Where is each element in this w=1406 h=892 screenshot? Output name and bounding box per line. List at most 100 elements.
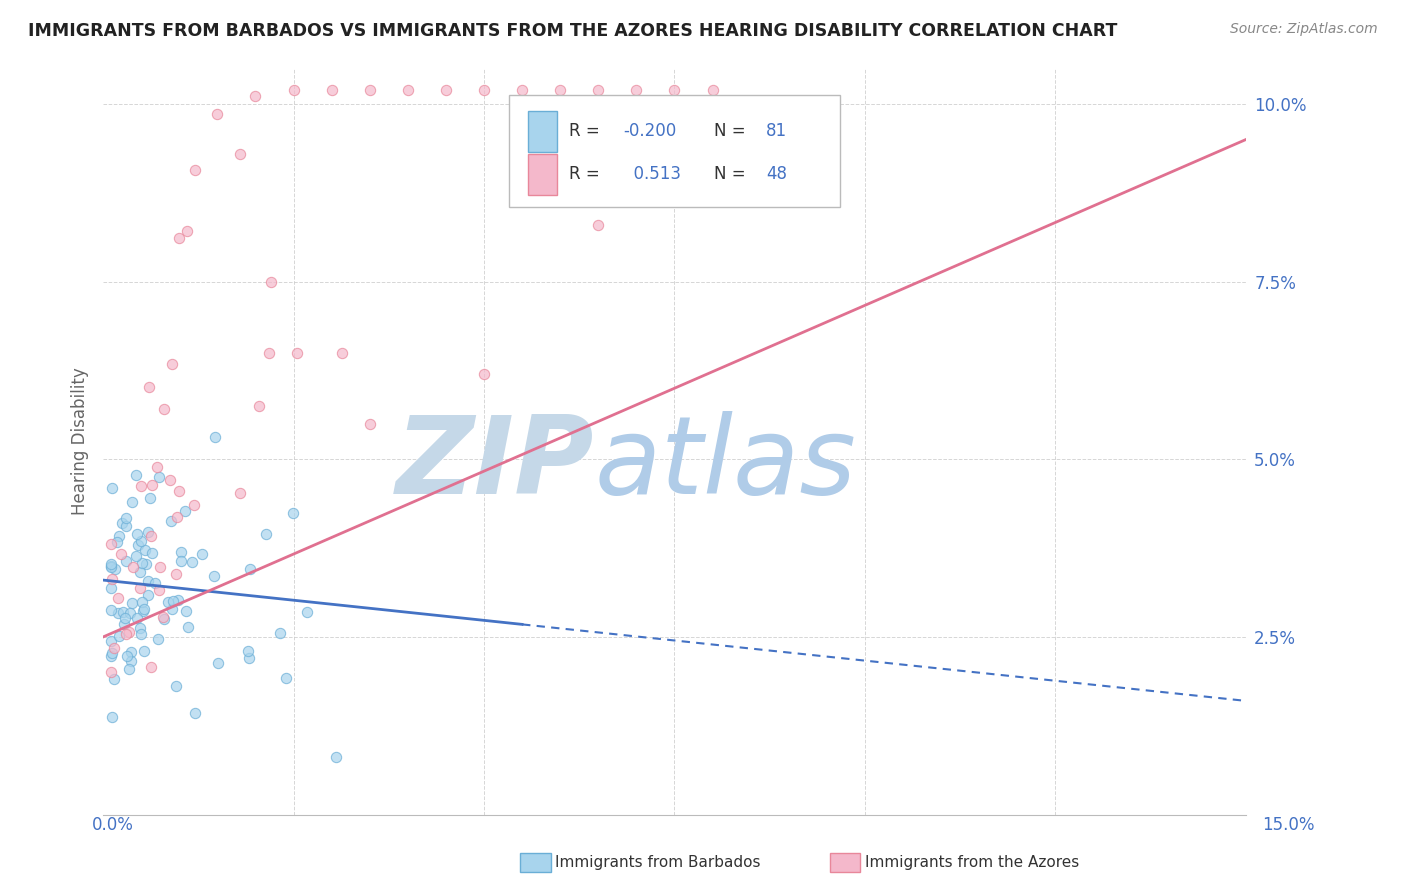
Point — [184, 706, 207, 720]
Point — [125, 467, 148, 482]
Point — [153, 402, 176, 417]
Point — [100, 603, 122, 617]
Point — [285, 345, 308, 359]
Point — [141, 529, 163, 543]
Point — [176, 224, 198, 238]
Point — [121, 596, 143, 610]
Point — [148, 582, 170, 597]
Point — [177, 620, 200, 634]
Point — [125, 611, 148, 625]
Text: -0.200: -0.200 — [623, 122, 676, 140]
Point — [136, 588, 159, 602]
Point — [107, 606, 129, 620]
Point — [104, 562, 127, 576]
Point — [472, 367, 495, 381]
Text: 81: 81 — [766, 122, 787, 140]
Point — [134, 543, 156, 558]
Point — [121, 560, 143, 574]
Point — [162, 593, 184, 607]
FancyBboxPatch shape — [529, 111, 557, 152]
Point — [238, 651, 260, 665]
Point — [131, 603, 153, 617]
Point — [120, 654, 142, 668]
Point — [204, 430, 226, 444]
Point — [129, 626, 152, 640]
Point — [128, 566, 150, 580]
Point — [588, 218, 610, 232]
Point — [138, 525, 160, 540]
Point — [191, 548, 214, 562]
Point — [100, 537, 122, 551]
Point — [664, 83, 686, 97]
FancyBboxPatch shape — [509, 95, 841, 207]
Text: Immigrants from the Azores: Immigrants from the Azores — [865, 855, 1078, 870]
Point — [321, 83, 343, 97]
Point — [111, 605, 134, 619]
Point — [260, 275, 283, 289]
Point — [239, 562, 262, 576]
Point — [101, 646, 124, 660]
Text: 0.0%: 0.0% — [91, 816, 134, 834]
Point — [115, 554, 138, 568]
Point — [162, 601, 184, 615]
Point — [128, 621, 150, 635]
Point — [702, 83, 724, 97]
FancyBboxPatch shape — [529, 154, 557, 195]
Point — [103, 673, 125, 687]
Text: 48: 48 — [766, 165, 787, 184]
Text: R =: R = — [569, 122, 606, 140]
Point — [141, 660, 163, 674]
Point — [108, 529, 131, 543]
Point — [159, 515, 181, 529]
Point — [257, 345, 280, 359]
Point — [472, 83, 495, 97]
Point — [626, 83, 648, 97]
Point — [136, 574, 159, 589]
Point — [510, 83, 533, 97]
Point — [101, 710, 124, 724]
Point — [170, 545, 193, 559]
Point — [183, 162, 205, 177]
Point — [160, 357, 183, 371]
Point — [229, 146, 252, 161]
Point — [157, 595, 180, 609]
Point — [100, 648, 122, 663]
Point — [588, 83, 610, 97]
Point — [129, 479, 152, 493]
Point — [121, 494, 143, 508]
Point — [108, 629, 131, 643]
Point — [100, 560, 122, 574]
Point — [146, 460, 169, 475]
Point — [181, 555, 204, 569]
Point — [132, 602, 155, 616]
Point — [124, 549, 146, 563]
Point — [254, 526, 277, 541]
Point — [146, 632, 169, 646]
Point — [100, 557, 122, 571]
Point — [159, 473, 181, 487]
Point — [115, 627, 138, 641]
Point — [245, 89, 267, 103]
Point — [359, 83, 381, 97]
Point — [169, 484, 191, 499]
Point — [228, 486, 250, 500]
Text: N =: N = — [714, 165, 751, 184]
Point — [138, 380, 160, 394]
Point — [149, 559, 172, 574]
Point — [165, 679, 187, 693]
Point — [105, 535, 128, 549]
Point — [112, 617, 135, 632]
Point — [110, 548, 132, 562]
Point — [153, 611, 176, 625]
Point — [129, 581, 152, 595]
Point — [283, 83, 305, 97]
Point — [325, 750, 347, 764]
Text: atlas: atlas — [595, 411, 856, 516]
Point — [247, 399, 270, 413]
Point — [183, 498, 205, 512]
Point — [169, 554, 191, 568]
Point — [114, 519, 136, 533]
Point — [118, 606, 141, 620]
Point — [207, 106, 229, 120]
Point — [434, 83, 457, 97]
